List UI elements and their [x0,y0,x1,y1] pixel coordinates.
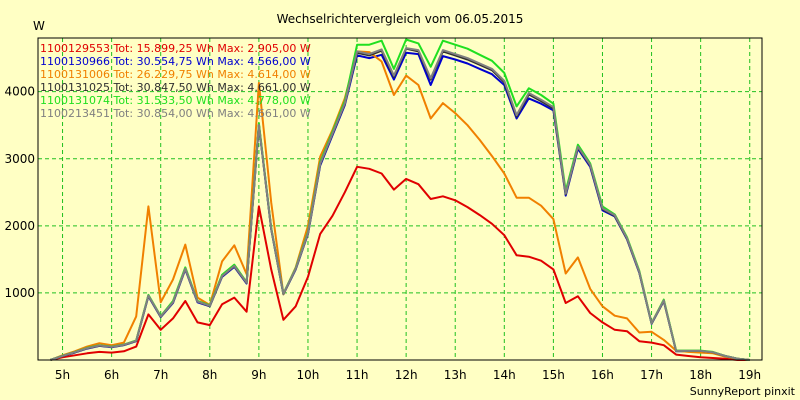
x-tick-label: 15h [542,368,565,382]
y-axis-ticks: 1000 2000 3000 4000 [4,85,35,300]
series-line-1100129553 [50,165,750,361]
x-tick-label: 8h [202,368,217,382]
x-tick-label: 14h [493,368,516,382]
x-tick-label: 6h [104,368,119,382]
x-tick-label: 18h [689,368,712,382]
x-tick-label: 10h [297,368,320,382]
legend: 1100129553 Tot: 15.899,25 Wh Max: 2.905,… [40,42,311,120]
legend-entry-1100130966: 1100130966 Tot: 30.554,75 Wh Max: 4.566,… [40,55,311,68]
y-tick-label: 2000 [4,219,35,233]
plot-frame [37,37,763,361]
legend-entry-1100131025: 1100131025 Tot: 30.847,50 Wh Max: 4.661,… [40,81,311,94]
y-axis-label: W [33,19,45,33]
x-tick-label: 13h [444,368,467,382]
x-tick-label: 9h [251,368,266,382]
x-tick-label: 17h [640,368,663,382]
series-line-1100131006 [49,50,750,361]
legend-entry-1100213451: 1100213451 Tot: 30.854,00 Wh Max: 4.661,… [40,107,311,120]
series-lines [49,38,750,361]
x-axis-ticks: 5h 6h 7h 8h 9h 10h 11h 12h 13h 14h 15h 16h 17h 18h 19h [55,368,761,382]
x-tick-label: 7h [153,368,168,382]
legend-entry-1100129553: 1100129553 Tot: 15.899,25 Wh Max: 2.905,… [40,42,311,55]
y-tick-label: 1000 [4,286,35,300]
credit-text: SunnyReport pinxit [690,385,796,398]
x-tick-label: 11h [346,368,369,382]
x-tick-label: 5h [55,368,70,382]
x-tick-label: 16h [591,368,614,382]
chart-title: Wechselrichtervergleich vom 06.05.2015 [277,12,524,26]
x-tick-label: 12h [395,368,418,382]
series-line-1100213451 [49,47,750,361]
x-tick-label: 19h [738,368,761,382]
y-tick-label: 3000 [4,152,35,166]
legend-entry-1100131074: 1100131074 Tot: 31.533,50 Wh Max: 4.778,… [40,94,311,107]
legend-entry-1100131006: 1100131006 Tot: 26.229,75 Wh Max: 4.614,… [40,68,311,81]
y-tick-label: 4000 [4,85,35,99]
